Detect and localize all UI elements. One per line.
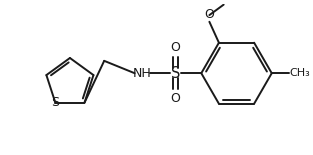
Text: S: S: [171, 66, 180, 81]
Text: NH: NH: [133, 67, 152, 80]
Text: CH₃: CH₃: [290, 68, 310, 78]
Text: O: O: [171, 92, 181, 105]
Text: O: O: [204, 8, 214, 21]
Text: O: O: [171, 41, 181, 54]
Text: S: S: [51, 96, 59, 109]
